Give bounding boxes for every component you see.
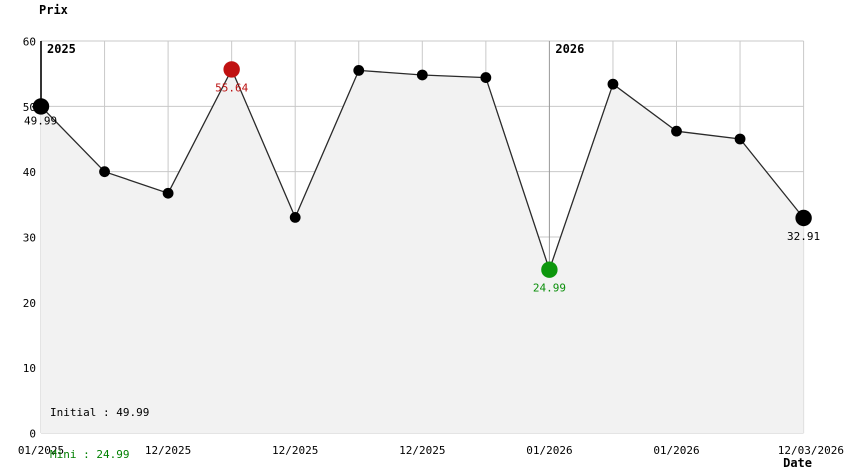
x-tick-label: 12/2025: [272, 444, 318, 457]
point-label-max: 55.64: [215, 81, 248, 94]
data-point-min: [541, 261, 558, 278]
data-point: [607, 78, 619, 90]
x-tick-label: 12/2025: [399, 444, 445, 457]
legend-item-initial: Initial : 49.99: [50, 406, 150, 419]
x-tick-label: 12/03/2026: [778, 444, 844, 457]
x-tick-label: 12/2025: [145, 444, 191, 457]
area-fill: [41, 69, 804, 433]
x-tick-label: 01/2025: [18, 444, 64, 457]
data-point: [734, 133, 746, 145]
y-tick-label: 20: [23, 297, 36, 310]
data-point: [480, 72, 492, 83]
y-tick-label: 10: [23, 362, 36, 375]
data-point-max: [223, 61, 240, 78]
data-point: [289, 212, 301, 223]
legend: Initial : 49.99 Mini : 24.99 Max : 55.64…: [50, 378, 149, 474]
data-point: [353, 65, 365, 76]
y-tick-label: 0: [29, 428, 36, 441]
point-label-min: 24.99: [533, 282, 566, 295]
y-tick-label: 50: [23, 101, 36, 114]
x-axis-title: Date: [783, 456, 812, 470]
y-axis-title: Prix: [39, 3, 68, 17]
data-point-current: [795, 209, 812, 227]
data-point: [671, 125, 682, 137]
point-label-initial: 49.99: [24, 114, 57, 127]
y-tick-label: 30: [23, 232, 36, 245]
data-point-initial: [32, 98, 50, 115]
data-point: [162, 187, 174, 199]
y-tick-label: 40: [23, 166, 36, 179]
x-tick-label: 01/2026: [526, 444, 572, 457]
data-point: [416, 69, 428, 81]
year-label: 2025: [47, 42, 76, 56]
year-label: 2026: [555, 42, 584, 56]
data-point: [99, 166, 110, 178]
point-label-current: 32.91: [787, 230, 820, 243]
y-tick-label: 60: [23, 36, 36, 49]
x-tick-label: 01/2026: [653, 444, 699, 457]
legend-item-mini: Mini : 24.99: [50, 448, 130, 461]
